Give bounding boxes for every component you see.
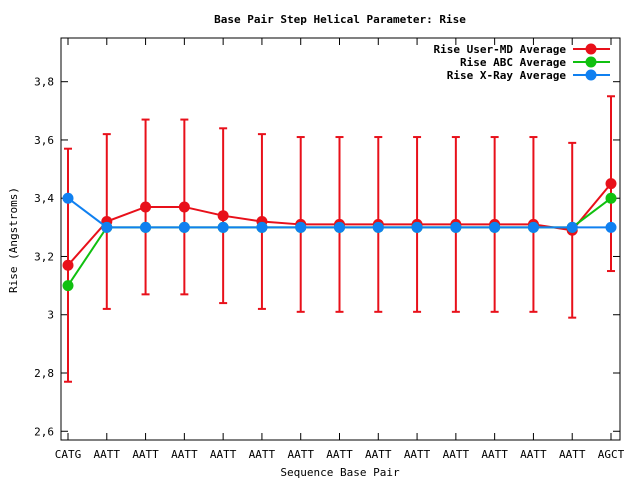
data-point <box>178 201 190 213</box>
data-point <box>140 201 152 213</box>
data-point <box>217 221 229 233</box>
plot-frame <box>60 37 621 441</box>
x-tick-label: AGCT <box>598 448 625 461</box>
data-point <box>372 221 384 233</box>
data-point <box>217 210 229 222</box>
x-tick-label: AATT <box>443 448 470 461</box>
x-tick-label: AATT <box>210 448 237 461</box>
x-tick-label: AATT <box>249 448 276 461</box>
data-point <box>605 221 617 233</box>
x-axis-label: Sequence Base Pair <box>280 466 400 479</box>
data-point <box>295 221 307 233</box>
data-point <box>566 221 578 233</box>
y-tick-label: 2,6 <box>34 425 54 438</box>
x-tick-label: AATT <box>365 448 392 461</box>
error-bars <box>64 95 615 383</box>
data-point <box>178 221 190 233</box>
legend-label-1: Rise User-MD Average <box>434 43 567 56</box>
x-tick-label: AATT <box>132 448 159 461</box>
data-point <box>140 221 152 233</box>
x-tick-label: AATT <box>520 448 547 461</box>
chart-title: Base Pair Step Helical Parameter: Rise <box>214 13 466 26</box>
y-tick-label: 3,8 <box>34 76 54 89</box>
x-tick-label: AATT <box>559 448 586 461</box>
legend-swatch-marker <box>585 43 597 55</box>
data-point <box>62 259 74 271</box>
y-tick-label: 3,6 <box>34 134 54 147</box>
data-point <box>527 221 539 233</box>
x-tick-label: AATT <box>481 448 508 461</box>
axis-ticks: 2,6 2,8 3 3,2 3,4 3,6 3,8 CATG AATT AATT AATT AATT A… <box>34 38 625 461</box>
data-point <box>411 221 423 233</box>
data-point <box>62 280 74 292</box>
data-point <box>101 221 113 233</box>
data-point <box>334 221 345 233</box>
y-tick-label: 3,4 <box>34 192 54 205</box>
data-point <box>489 221 501 233</box>
legend-label-3: Rise X-Ray Average <box>447 69 567 82</box>
data-point <box>605 178 617 190</box>
y-tick-label: 2,8 <box>34 367 54 380</box>
legend-label-2: Rise ABC Average <box>460 56 566 69</box>
legend-swatch-marker <box>585 56 597 68</box>
data-point <box>605 192 617 204</box>
data-point <box>62 192 74 204</box>
legend-swatch-marker <box>585 69 597 81</box>
x-tick-label: AATT <box>94 448 121 461</box>
y-tick-label: 3 <box>47 309 54 322</box>
y-tick-label: 3,2 <box>34 250 54 263</box>
x-tick-label: AATT <box>326 448 353 461</box>
y-axis-label: Rise (Angstroms) <box>7 187 20 293</box>
x-tick-label: CATG <box>55 448 82 461</box>
data-point <box>256 221 268 233</box>
data-point <box>450 221 462 233</box>
series-group <box>62 178 617 292</box>
x-tick-label: AATT <box>404 448 431 461</box>
x-tick-label: AATT <box>287 448 314 461</box>
x-tick-label: AATT <box>171 448 198 461</box>
